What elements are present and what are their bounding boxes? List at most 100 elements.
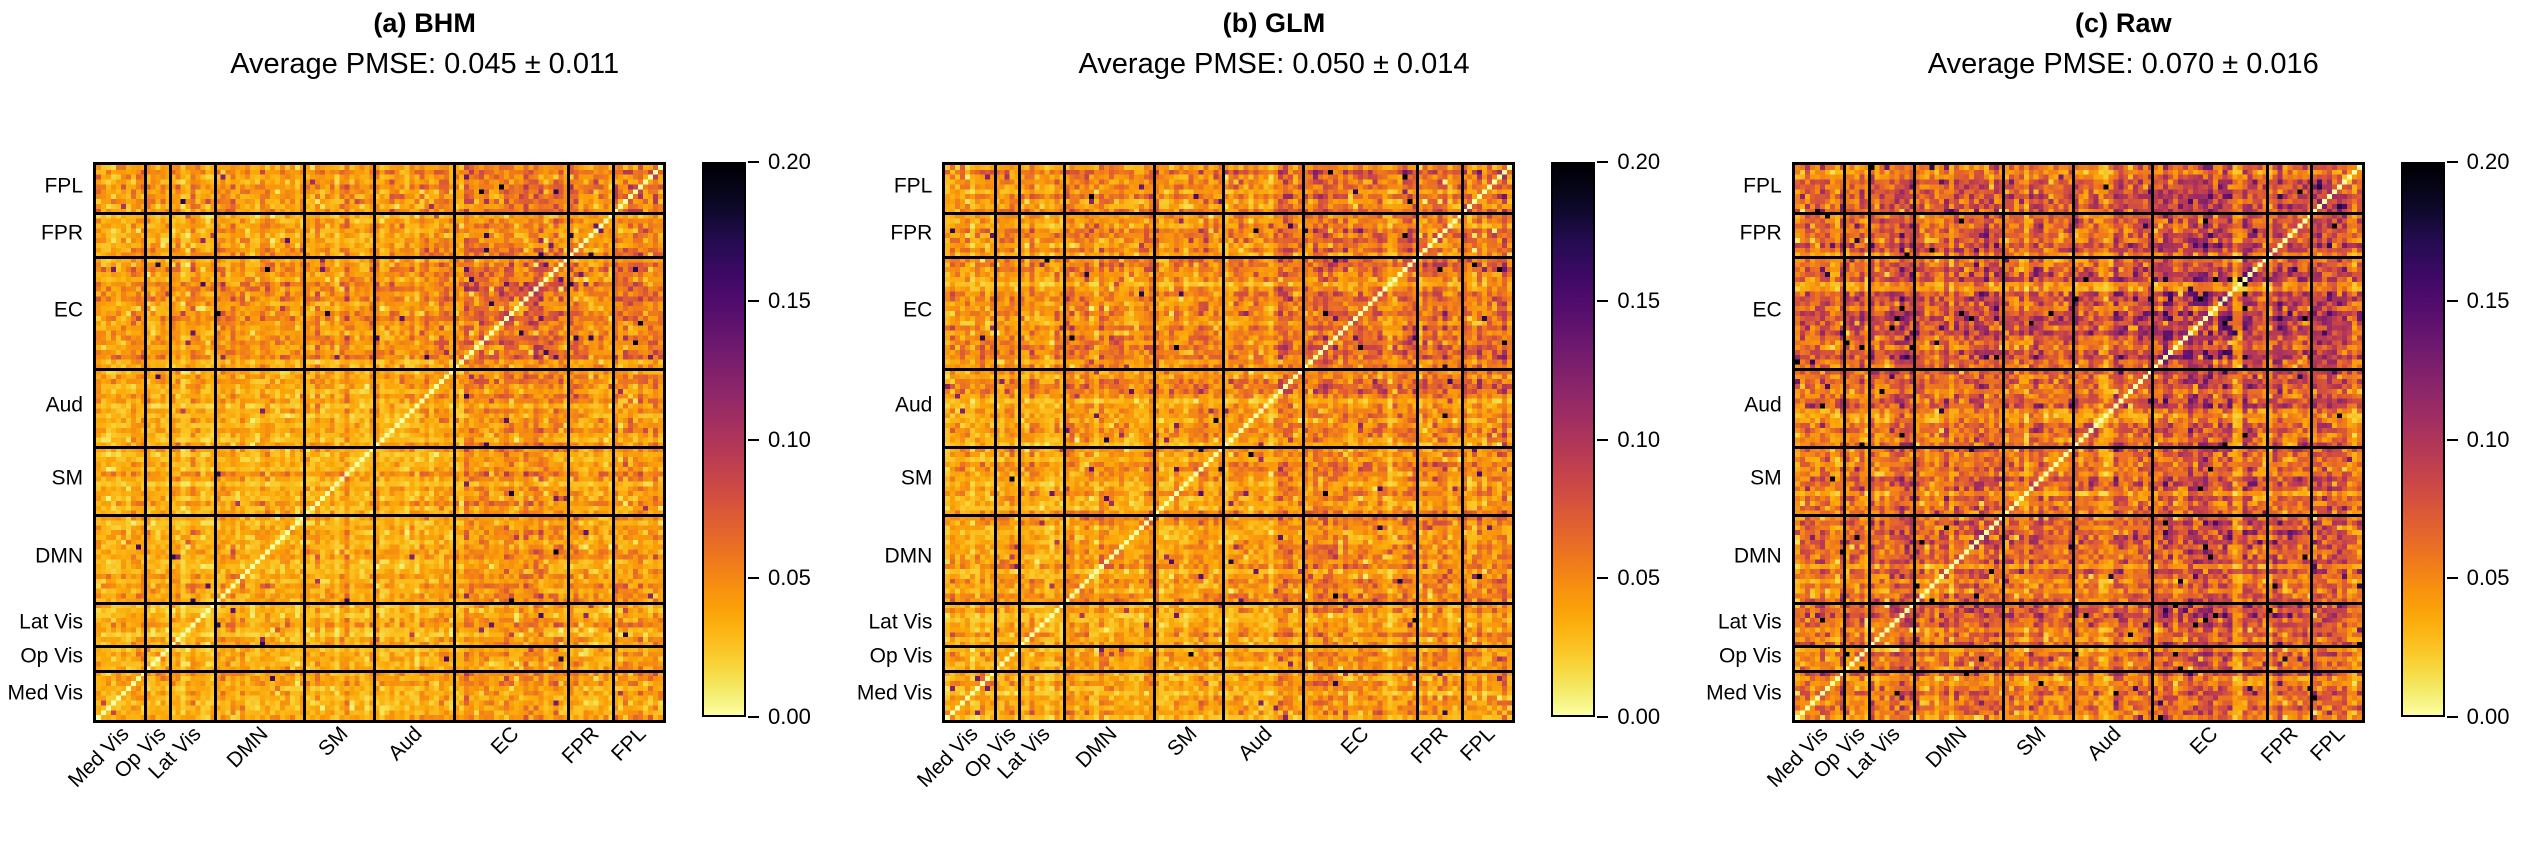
figure-root: (a) BHM Average PMSE: 0.045 ± 0.011 FPL F…: [0, 0, 2548, 798]
panel-subtitle-raw: Average PMSE: 0.070 ± 0.016: [1927, 48, 2319, 80]
colorbar-tick-0-05: 0.05: [748, 567, 811, 589]
colorbar-tick-mark: [1597, 438, 1609, 441]
colorbar-group: 0.00 0.05 0.10 0.15 0.20: [1551, 151, 1691, 728]
y-tick-label-med-vis: Med Vis: [856, 681, 933, 705]
y-tick-label-ec: EC: [53, 298, 83, 322]
colorbar-tick-text: 0.15: [1617, 287, 1661, 313]
panel-raw: (c) Raw Average PMSE: 0.070 ± 0.016 FPL F…: [1699, 0, 2548, 798]
panel-title-glm: (b) GLM: [1222, 8, 1326, 38]
colorbar-tick-0-00: 0.00: [1597, 706, 1660, 728]
colorbar-tick-mark: [2446, 161, 2458, 163]
y-tick-label-fpr: FPR: [41, 221, 83, 245]
x-axis-tick-labels: Med Vis Op Vis Lat Vis DMN SM Aud EC FPR FPL: [1762, 722, 2359, 798]
y-tick-label-lat-vis: Lat Vis: [19, 610, 83, 634]
x-axis-tick-labels: Med Vis Op Vis Lat Vis DMN SM Aud EC FPR FPL: [913, 722, 1509, 798]
y-tick-label-fpl: FPL: [44, 174, 83, 198]
colorbar-tick-mark: [2446, 299, 2458, 302]
colorbar-tick-0-15: 0.15: [748, 287, 811, 313]
colorbar-tick-text: 0.10: [768, 426, 811, 452]
colorbar-tick-mark: [748, 299, 759, 302]
y-tick-label-aud: Aud: [1744, 393, 1782, 417]
colorbar-tick-text: 0.00: [768, 704, 811, 729]
colorbar-tick-0-20: 0.20: [2446, 149, 2510, 174]
colorbar-tick-0-20: 0.20: [748, 151, 811, 173]
colorbar-gradient-bhm[interactable]: [702, 162, 746, 717]
heatmap-canvas-glm[interactable]: [945, 165, 1513, 720]
y-tick-label-dmn: DMN: [884, 544, 933, 568]
heatmap-axes[interactable]: [942, 162, 1516, 723]
y-tick-label-op-vis: Op Vis: [20, 644, 83, 668]
colorbar-tick-labels: 0.00 0.05 0.10 0.15 0.20: [2446, 151, 2541, 728]
y-tick-label-med-vis: Med Vis: [7, 681, 83, 705]
colorbar-group: 0.00 0.05 0.10 0.15 0.20: [2400, 151, 2541, 728]
colorbar-tick-labels: 0.00 0.05 0.10 0.15 0.20: [1597, 151, 1691, 728]
y-tick-label-ec: EC: [903, 298, 933, 322]
colorbar-tick-text: 0.20: [2466, 149, 2510, 174]
heatmap-canvas-bhm[interactable]: [96, 165, 663, 720]
panel-glm: (b) GLM Average PMSE: 0.050 ± 0.014 FPL F…: [849, 0, 1698, 798]
y-tick-label-fpl: FPL: [893, 174, 933, 198]
colorbar-group: 0.00 0.05 0.10 0.15 0.20: [702, 151, 842, 728]
colorbar-tick-0-00: 0.00: [748, 706, 811, 728]
colorbar-tick-mark: [1597, 716, 1609, 718]
y-tick-label-sm: SM: [51, 466, 84, 490]
colorbar-tick-mark: [2446, 577, 2458, 580]
y-axis-tick-labels: FPL FPR EC Aud SM DMN Lat Vis Op Vis Med Vis: [849, 162, 932, 717]
y-tick-label-dmn: DMN: [35, 544, 83, 568]
y-tick-label-fpr: FPR: [890, 221, 933, 245]
colorbar-tick-0-15: 0.15: [1597, 287, 1661, 313]
heatmap-axes[interactable]: [93, 162, 666, 723]
colorbar-tick-mark: [748, 716, 759, 718]
x-axis-tick-labels: Med Vis Op Vis Lat Vis DMN SM Aud EC FPR FPL: [64, 722, 660, 798]
y-tick-label-med-vis: Med Vis: [1706, 681, 1782, 705]
y-tick-label-sm: SM: [900, 466, 933, 490]
colorbar-tick-text: 0.20: [768, 149, 811, 174]
colorbar-tick-text: 0.20: [1617, 149, 1661, 174]
colorbar-tick-text: 0.15: [768, 287, 811, 313]
y-axis-tick-labels: FPL FPR EC Aud SM DMN Lat Vis Op Vis Med Vis: [0, 162, 83, 717]
panel-subtitle-glm: Average PMSE: 0.050 ± 0.014: [1078, 48, 1470, 80]
heatmap-canvas-raw[interactable]: [1794, 165, 2362, 720]
colorbar-tick-mark: [748, 438, 759, 441]
colorbar-tick-0-15: 0.15: [2446, 287, 2510, 313]
y-tick-label-ec: EC: [1752, 298, 1782, 322]
colorbar-tick-labels: 0.00 0.05 0.10 0.15 0.20: [748, 151, 842, 728]
heatmap-axes[interactable]: [1791, 162, 2365, 723]
colorbar-tick-text: 0.10: [2466, 426, 2510, 452]
y-tick-label-fpl: FPL: [1743, 174, 1782, 198]
colorbar-tick-text: 0.00: [1617, 704, 1661, 729]
panel-bhm: (a) BHM Average PMSE: 0.045 ± 0.011 FPL F…: [0, 0, 849, 798]
colorbar-gradient-glm[interactable]: [1551, 162, 1596, 717]
y-tick-label-aud: Aud: [45, 393, 83, 417]
colorbar-tick-mark: [748, 161, 759, 163]
colorbar-tick-0-05: 0.05: [1597, 567, 1660, 589]
colorbar-gradient-raw[interactable]: [2400, 162, 2445, 717]
colorbar-tick-mark: [2446, 716, 2458, 718]
colorbar-tick-0-20: 0.20: [1597, 151, 1660, 173]
colorbar-tick-text: 0.10: [1617, 426, 1661, 452]
y-tick-label-op-vis: Op Vis: [1719, 644, 1782, 668]
y-tick-label-lat-vis: Lat Vis: [868, 610, 933, 634]
y-tick-label-lat-vis: Lat Vis: [1717, 610, 1782, 634]
colorbar-tick-0-00: 0.00: [2446, 704, 2510, 729]
y-axis-tick-labels: FPL FPR EC Aud SM DMN Lat Vis Op Vis Med Vis: [1699, 162, 1782, 717]
panel-title-bhm: (a) BHM: [373, 8, 477, 38]
colorbar-tick-mark: [1597, 161, 1609, 163]
y-tick-label-aud: Aud: [894, 393, 933, 417]
colorbar-tick-mark: [1597, 299, 1609, 302]
colorbar-tick-mark: [1597, 577, 1609, 580]
panel-subtitle-bhm: Average PMSE: 0.045 ± 0.011: [230, 48, 620, 80]
panel-title-raw: (c) Raw: [2074, 8, 2172, 38]
colorbar-tick-text: 0.05: [768, 565, 811, 591]
colorbar-tick-text: 0.00: [2466, 704, 2510, 729]
colorbar-tick-text: 0.05: [1617, 565, 1661, 591]
y-tick-label-dmn: DMN: [1733, 544, 1782, 568]
colorbar-tick-0-05: 0.05: [2446, 565, 2510, 591]
colorbar-tick-0-10: 0.10: [748, 426, 811, 452]
colorbar-tick-text: 0.15: [2466, 287, 2510, 313]
colorbar-tick-mark: [748, 577, 759, 580]
y-tick-label-sm: SM: [1750, 466, 1782, 490]
colorbar-tick-0-10: 0.10: [2446, 426, 2510, 452]
colorbar-tick-text: 0.05: [2466, 565, 2510, 591]
y-tick-label-op-vis: Op Vis: [869, 644, 933, 668]
